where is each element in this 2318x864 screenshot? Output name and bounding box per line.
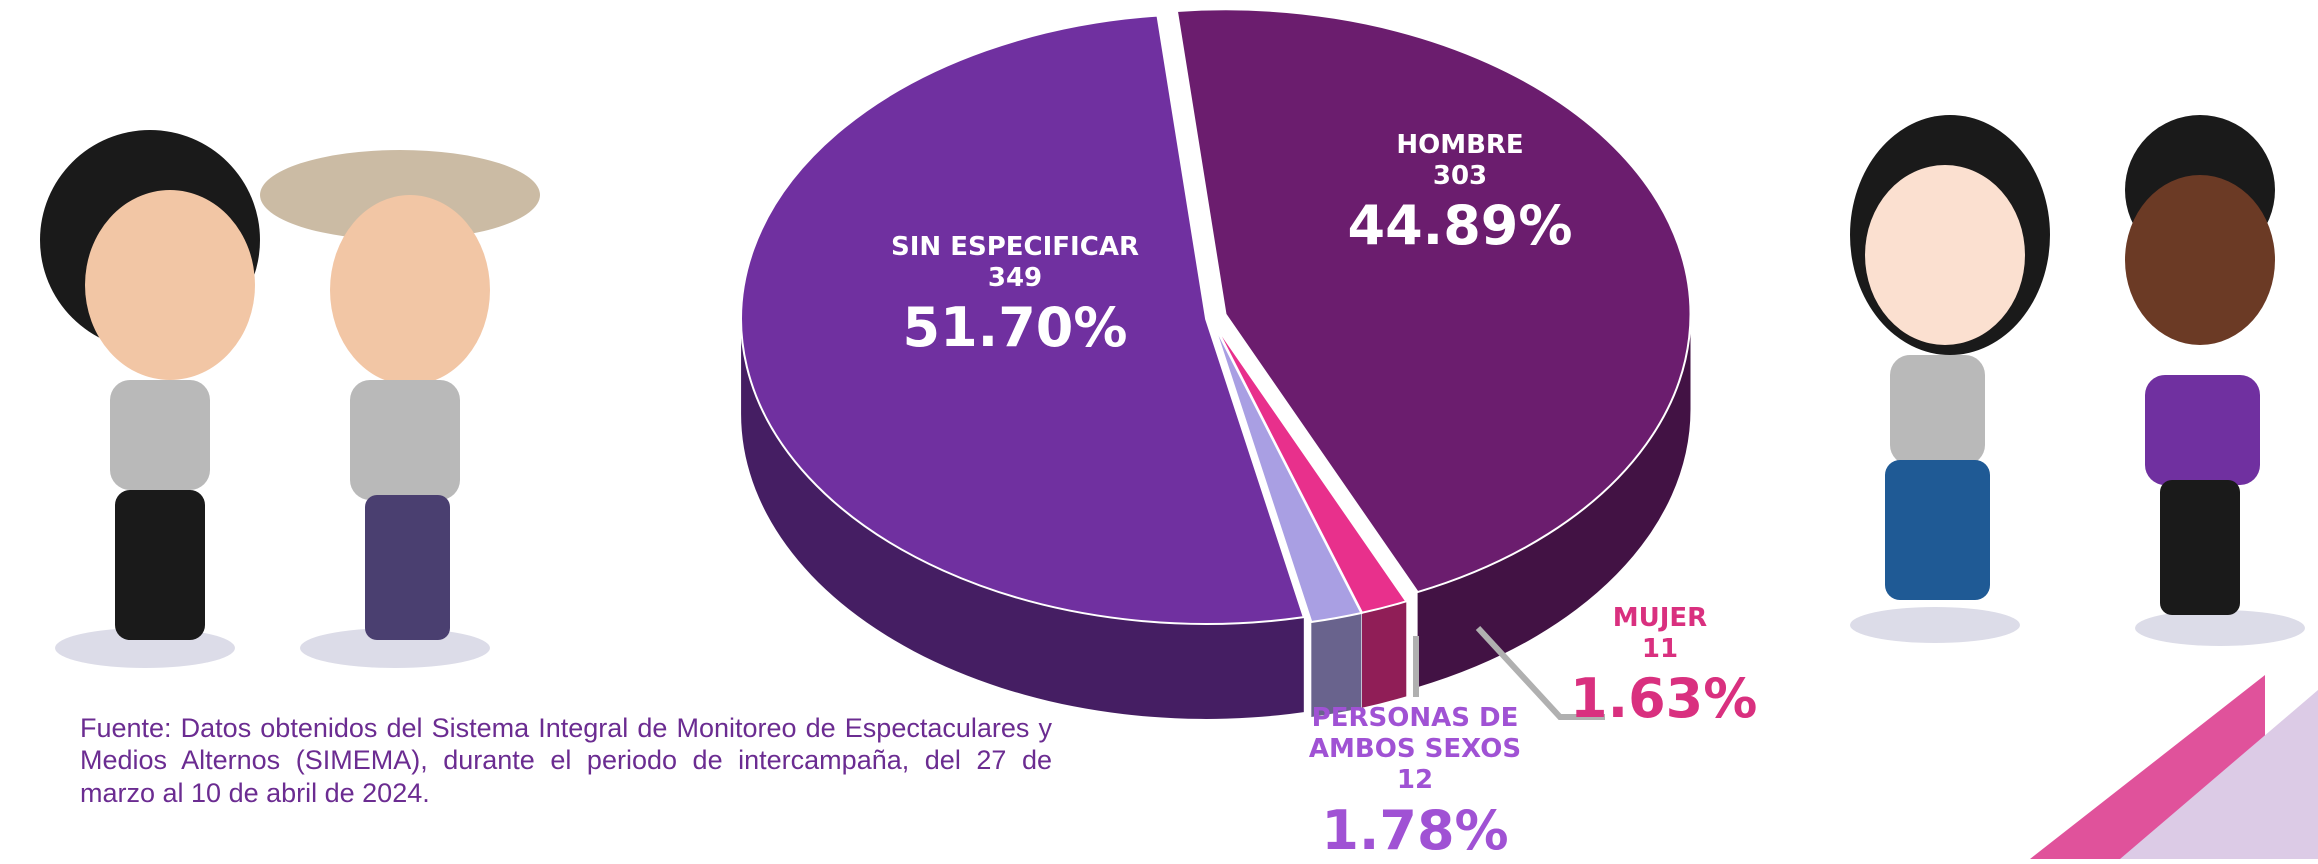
category-name: HOMBRE (1335, 130, 1585, 161)
count-label: 12 (1290, 765, 1540, 796)
percent-label: 1.63% (1570, 665, 1750, 733)
source-note: Fuente: Datos obtenidos del Sistema Inte… (80, 712, 1052, 809)
category-name: PERSONAS DE AMBOS SEXOS (1290, 703, 1540, 765)
page: Pie chart {"chart_data": {"type": "pie",… (0, 0, 2318, 859)
slice-side (1362, 601, 1406, 707)
percent-label: 51.70% (880, 294, 1150, 362)
category-name: SIN ESPECIFICAR (880, 232, 1150, 263)
percent-label: 1.78% (1290, 797, 1540, 864)
slice-side (1311, 613, 1361, 717)
percent-label: 44.89% (1335, 192, 1585, 260)
count-label: 11 (1570, 634, 1750, 665)
infographic: Fuente: Datos obtenidos del Sistema Inte… (0, 0, 2318, 859)
count-label: 303 (1335, 161, 1585, 192)
category-name: MUJER (1570, 603, 1750, 634)
count-label: 349 (880, 263, 1150, 294)
